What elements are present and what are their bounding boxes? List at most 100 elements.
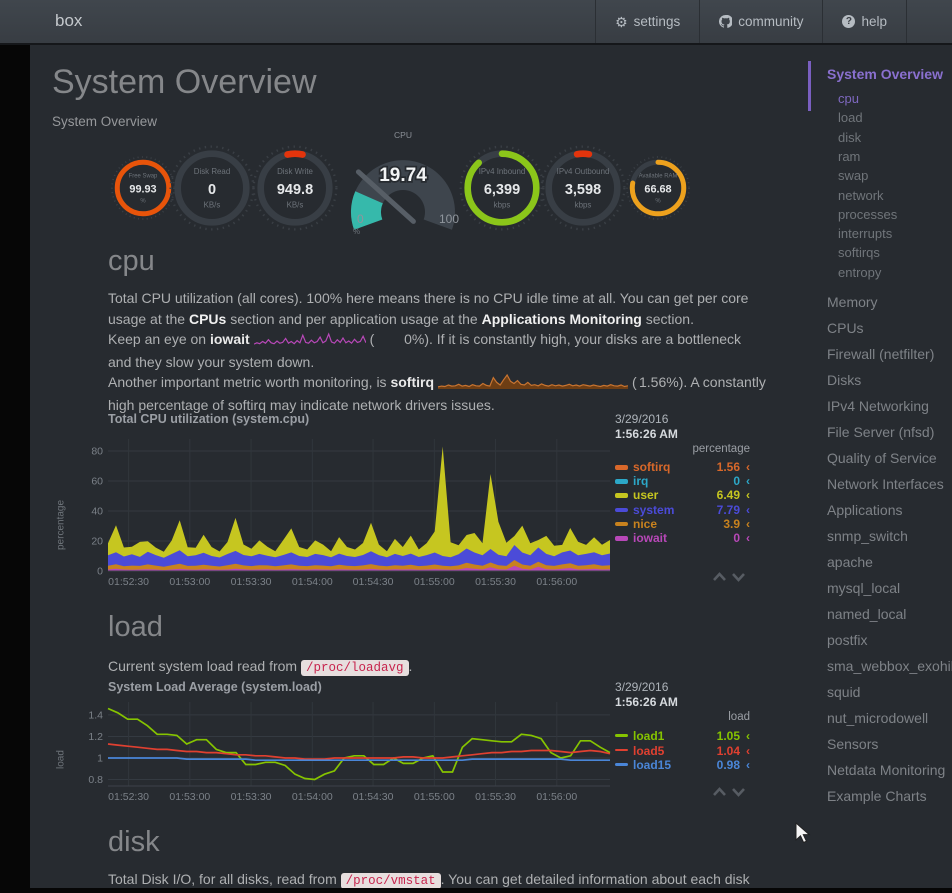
legend-resize-handle-icon: ‹ xyxy=(746,516,750,531)
sidebar-item-ram[interactable]: ram xyxy=(838,148,861,164)
help-label: help xyxy=(861,14,887,29)
cpu-chart-time: 1:56:26 AM xyxy=(615,427,678,441)
settings-button[interactable]: ⚙ settings xyxy=(595,0,699,43)
sidebar-item-postfix[interactable]: postfix xyxy=(827,632,868,648)
svg-text:Disk Write: Disk Write xyxy=(277,167,313,176)
sidebar-item-sensors[interactable]: Sensors xyxy=(827,736,879,752)
legend-swatch xyxy=(615,536,628,541)
svg-text:01:53:00: 01:53:00 xyxy=(169,791,210,803)
legend-resize-down-icon[interactable] xyxy=(731,787,746,797)
sidebar-item-ipv4-networking[interactable]: IPv4 Networking xyxy=(827,398,929,414)
sidebar-item-apache[interactable]: apache xyxy=(827,554,873,570)
gauge-ipv4-inbound[interactable]: IPv4 Inbound 6,399 kbps xyxy=(458,144,546,237)
sidebar-item-memory[interactable]: Memory xyxy=(827,294,878,310)
gauge-available-ram[interactable]: Available RAM 66.68 % xyxy=(625,155,691,226)
sidebar-item-load[interactable]: load xyxy=(838,110,863,126)
legend-value: 6.49 xyxy=(716,488,740,503)
sidebar-item-squid[interactable]: squid xyxy=(827,684,861,700)
legend-swatch xyxy=(615,521,628,527)
sidebar-item-nut-microdowell[interactable]: nut_microdowell xyxy=(827,710,929,726)
legend-resize-up-icon[interactable] xyxy=(712,787,727,797)
svg-text:01:53:00: 01:53:00 xyxy=(169,576,210,588)
svg-text:%: % xyxy=(655,199,661,205)
sidebar-item-netdata-monitoring[interactable]: Netdata Monitoring xyxy=(827,762,946,778)
loadavg-code: /proc/loadavg xyxy=(300,660,409,676)
legend-load15[interactable]: load15 0.98 ‹ xyxy=(612,758,752,772)
svg-text:60: 60 xyxy=(91,476,103,488)
sidebar-item-file-server-nfsd-[interactable]: File Server (nfsd) xyxy=(827,424,935,440)
sidebar-item-network[interactable]: network xyxy=(838,187,884,203)
svg-text:66.68: 66.68 xyxy=(644,184,671,196)
legend-swatch xyxy=(615,493,628,498)
legend-nice[interactable]: nice 3.9 ‹ xyxy=(612,517,752,531)
gauge-free-swap[interactable]: Free Swap 99.93 % xyxy=(110,155,176,226)
svg-text:01:54:30: 01:54:30 xyxy=(353,576,394,588)
legend-resize-handle-icon: ‹ xyxy=(746,743,750,758)
sidebar-item-softirqs[interactable]: softirqs xyxy=(838,245,880,261)
svg-text:kbps: kbps xyxy=(575,200,592,209)
legend-resize-down-icon[interactable] xyxy=(731,572,746,582)
sidebar-item-cpu[interactable]: cpu xyxy=(838,91,859,106)
help-button[interactable]: ? help xyxy=(822,0,907,43)
sidebar-item-interrupts[interactable]: interrupts xyxy=(838,226,893,242)
page-bottom-edge xyxy=(0,888,952,893)
svg-text:IPv4 Inbound: IPv4 Inbound xyxy=(479,167,526,176)
sidebar-item-named-local[interactable]: named_local xyxy=(827,606,907,622)
legend-swatch xyxy=(615,465,628,470)
community-button[interactable]: community xyxy=(699,0,822,43)
svg-text:Available RAM: Available RAM xyxy=(639,173,678,179)
legend-iowait[interactable]: iowait 0 ‹ xyxy=(612,531,752,545)
legend-resize-handle-icon: ‹ xyxy=(746,488,750,503)
gauge-disk-read[interactable]: Disk Read 0 KB/s xyxy=(168,144,256,237)
sidebar-item-quality-of-service[interactable]: Quality of Service xyxy=(827,450,937,466)
cpu-legend-resize xyxy=(712,572,746,582)
sidebar-item-applications[interactable]: Applications xyxy=(827,502,903,518)
disk-desc-text: Total Disk I/O, for all disks, read from xyxy=(108,871,341,887)
sidebar-item-snmp-switch[interactable]: snmp_switch xyxy=(827,528,908,544)
cpu-chart-canvas[interactable]: 0 20 40 60 80 01:52:30 01:53:00 01:53:30 01:54:0… xyxy=(80,437,620,594)
legend-value: 3.9 xyxy=(723,516,740,531)
svg-text:01:52:30: 01:52:30 xyxy=(108,791,149,803)
gauge-disk-write[interactable]: Disk Write 949.8 KB/s xyxy=(251,144,339,237)
svg-text:IPv4 Outbound: IPv4 Outbound xyxy=(557,167,610,176)
load-chart-canvas[interactable]: 0.8 1 1.2 1.4 01:52:30 01:53:00 01:53:30 01:54:… xyxy=(80,700,620,811)
legend-resize-up-icon[interactable] xyxy=(712,572,727,582)
sidebar-item-sma-webbox-exohiko[interactable]: sma_webbox_exohiko xyxy=(827,658,952,674)
sidebar-item-mysql-local[interactable]: mysql_local xyxy=(827,580,901,596)
applications-monitoring-link[interactable]: Applications Monitoring xyxy=(481,310,642,327)
sidebar-item-cpus[interactable]: CPUs xyxy=(827,320,864,336)
svg-text:01:55:30: 01:55:30 xyxy=(475,791,516,803)
sidebar-item-swap[interactable]: swap xyxy=(838,168,869,184)
svg-text:%: % xyxy=(353,227,360,236)
legend-user[interactable]: user 6.49 ‹ xyxy=(612,488,752,502)
sidebar-item-network-interfaces[interactable]: Network Interfaces xyxy=(827,476,944,492)
gear-icon: ⚙ xyxy=(615,13,628,30)
svg-text:20: 20 xyxy=(91,536,103,548)
cpu-desc-text: ). If it is constantly high, your disks … xyxy=(108,331,742,370)
legend-load5[interactable]: load5 1.04 ‹ xyxy=(612,744,752,758)
legend-system[interactable]: system 7.79 ‹ xyxy=(612,503,752,517)
gauge-ipv4-outbound[interactable]: IPv4 Outbound 3,598 kbps xyxy=(539,144,627,237)
cpu-desc-text: Keep an eye on xyxy=(108,331,210,347)
app-brand[interactable]: box xyxy=(55,11,83,30)
sidebar-item-example-charts[interactable]: Example Charts xyxy=(827,788,927,804)
softirq-value: 1.56% xyxy=(638,374,679,390)
disk-desc-text: . You can get detailed information about… xyxy=(440,871,750,887)
legend-load1[interactable]: load1 1.05 ‹ xyxy=(612,729,752,743)
svg-text:Disk Read: Disk Read xyxy=(194,167,230,176)
cpu-ylabel: percentage xyxy=(55,499,67,551)
sidebar-item-processes[interactable]: processes xyxy=(838,206,898,222)
svg-text:80: 80 xyxy=(91,446,103,458)
sidebar-item-disks[interactable]: Disks xyxy=(827,372,862,388)
legend-value: 1.56 xyxy=(716,460,740,474)
legend-swatch xyxy=(615,507,628,513)
legend-softirq[interactable]: softirq 1.56 ‹ xyxy=(612,460,752,474)
sidebar-item-entropy[interactable]: entropy xyxy=(838,264,882,280)
svg-text:0: 0 xyxy=(357,212,364,226)
cpus-link[interactable]: CPUs xyxy=(188,310,227,327)
sidebar-item-system-overview[interactable]: System Overview xyxy=(827,66,943,82)
legend-irq[interactable]: irq 0 ‹ xyxy=(612,474,752,488)
sidebar-item-firewall-netfilter-[interactable]: Firewall (netfilter) xyxy=(827,346,935,362)
gauge-cpu[interactable]: CPU 19.74 0 100 % xyxy=(340,128,466,241)
sidebar-item-disk[interactable]: disk xyxy=(838,129,862,145)
